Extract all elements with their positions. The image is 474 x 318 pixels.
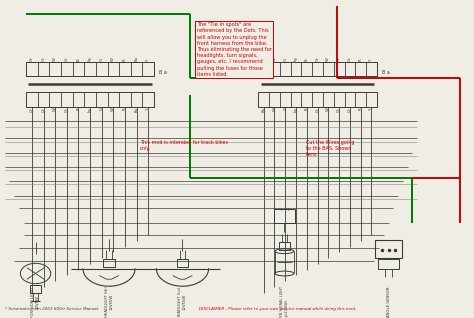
Text: W: W (273, 107, 276, 111)
Text: Bu: Bu (135, 56, 138, 61)
Text: W: W (111, 107, 115, 111)
Bar (258, 92, 377, 107)
Text: Gr: Gr (316, 107, 319, 112)
Bar (26, 62, 154, 76)
Bar (103, 259, 115, 267)
Text: W: W (53, 58, 57, 61)
Text: W: W (327, 58, 330, 61)
Text: G: G (283, 107, 287, 110)
Text: B: B (305, 107, 309, 110)
Text: B a: B a (159, 70, 167, 75)
Text: Y: Y (146, 107, 150, 109)
Text: Bu: Bu (262, 107, 266, 112)
Text: Gr: Gr (348, 107, 352, 112)
Text: Gr: Gr (30, 107, 34, 112)
Text: DISCLAIMER - Please refer to your own service manual while doing this mod.: DISCLAIMER - Please refer to your own se… (199, 307, 356, 311)
Text: HEADLIGHT (Hi)
12V55W: HEADLIGHT (Hi) 12V55W (105, 286, 113, 317)
Text: Gr: Gr (65, 107, 69, 112)
Text: B a: B a (382, 70, 390, 75)
Text: Lg: Lg (294, 107, 298, 112)
Text: Lg: Lg (88, 57, 92, 61)
Bar (177, 259, 188, 267)
Text: B: B (76, 59, 81, 61)
Text: Y: Y (369, 107, 374, 109)
Text: R: R (123, 107, 127, 110)
Bar (375, 240, 402, 258)
Text: Cut the Wires going
to the BAS. Shown
here.: Cut the Wires going to the BAS. Shown he… (306, 140, 354, 157)
Text: R: R (123, 59, 127, 61)
Text: Gr: Gr (65, 57, 69, 61)
Text: G: G (283, 58, 287, 61)
Bar (378, 259, 399, 269)
Text: Or: Or (42, 107, 46, 112)
Text: Gr: Gr (316, 57, 319, 61)
Text: W: W (327, 107, 330, 111)
Text: Y: Y (369, 59, 374, 61)
Text: HEADLIGHT (Lo)
12V55W: HEADLIGHT (Lo) 12V55W (178, 286, 187, 318)
Bar (279, 242, 290, 250)
Text: G: G (100, 58, 104, 61)
Text: W: W (53, 107, 57, 111)
Text: Gr: Gr (348, 57, 352, 61)
Text: G: G (100, 107, 104, 110)
Text: * Schematic from 2003 600rr Service Manual.: * Schematic from 2003 600rr Service Manu… (5, 307, 99, 311)
Text: The "Tie in spots" are
referenced by the Dots. This
will allow you to unplug the: The "Tie in spots" are referenced by the… (197, 22, 272, 77)
Text: LEFT FRONT TURN SIGNAL LIGHT
12V32/3cp(23/6W): LEFT FRONT TURN SIGNAL LIGHT 12V32/3cp(2… (280, 286, 289, 318)
Bar (258, 62, 377, 76)
Text: Bu: Bu (262, 56, 266, 61)
Text: R: R (359, 59, 363, 61)
Text: This mod is intended for track bikes
only.: This mod is intended for track bikes onl… (140, 140, 228, 151)
Bar (274, 209, 295, 223)
Text: W: W (111, 58, 115, 61)
Text: Or: Or (42, 57, 46, 61)
Text: R: R (359, 107, 363, 110)
Text: B: B (76, 107, 81, 110)
Text: Or: Or (337, 57, 341, 61)
Text: B: B (305, 59, 309, 61)
Text: POSITION LIGHT
12V5W: POSITION LIGHT 12V5W (31, 286, 40, 318)
Text: Y: Y (146, 59, 150, 61)
Text: Bu: Bu (135, 107, 138, 112)
Text: Gr: Gr (30, 57, 34, 61)
Text: Lg: Lg (88, 107, 92, 112)
Bar (30, 285, 41, 293)
Text: W: W (273, 58, 276, 61)
Text: Or: Or (337, 107, 341, 112)
Text: Lg: Lg (294, 57, 298, 61)
Bar (26, 92, 154, 107)
Text: BANK ANGLE SENSOR: BANK ANGLE SENSOR (387, 286, 391, 318)
